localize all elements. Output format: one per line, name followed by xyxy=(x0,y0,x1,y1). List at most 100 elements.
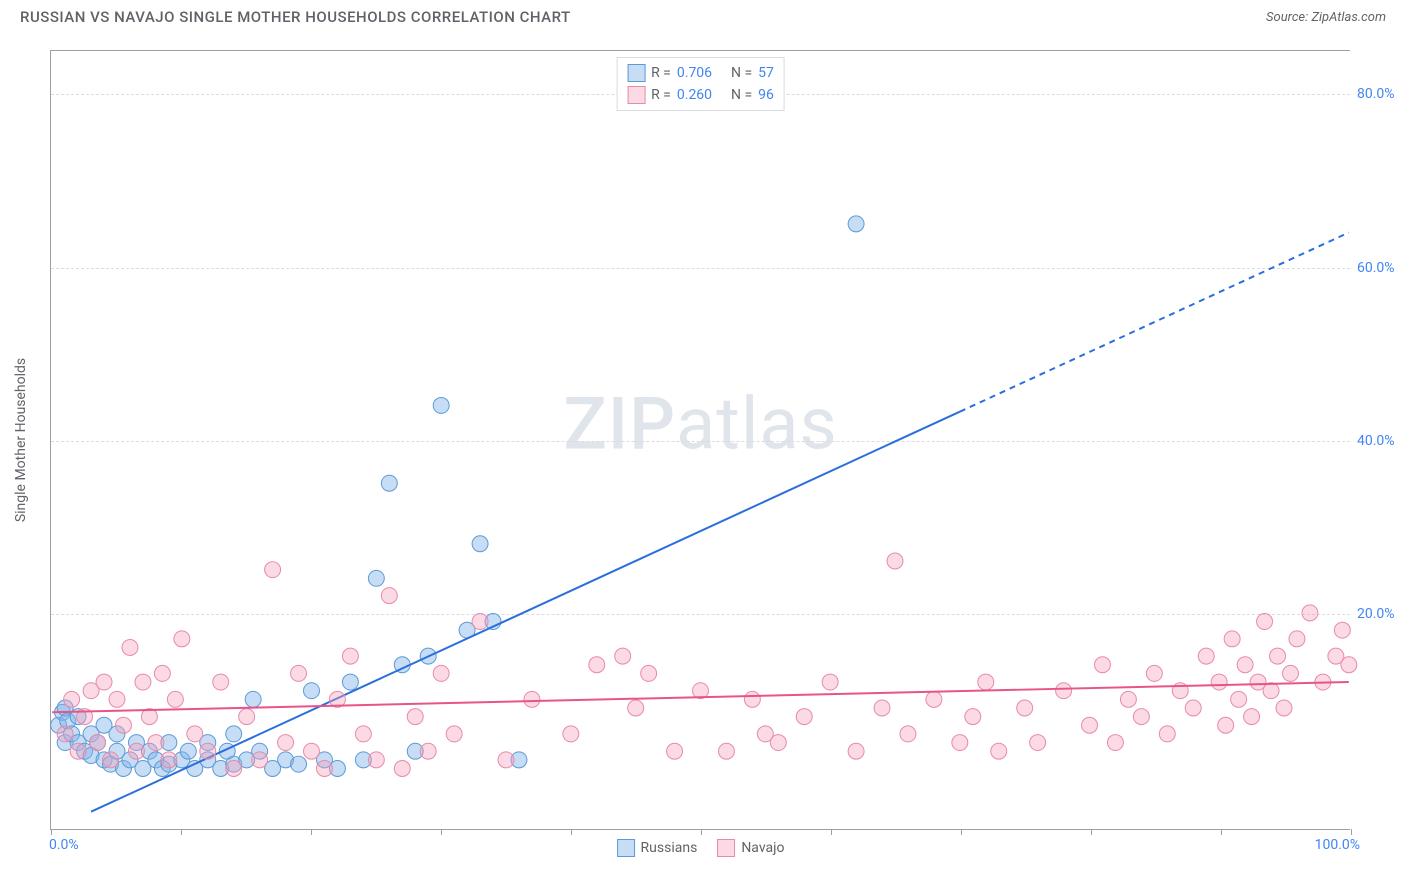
data-point xyxy=(420,743,436,759)
data-point xyxy=(304,743,320,759)
source-prefix: Source: xyxy=(1266,10,1311,25)
x-tick xyxy=(51,829,52,835)
data-point xyxy=(245,691,261,707)
data-point xyxy=(239,709,255,725)
x-tick xyxy=(311,829,312,835)
y-tick-label: 60.0% xyxy=(1357,260,1406,276)
data-point xyxy=(291,665,307,681)
data-point xyxy=(381,588,397,604)
data-point xyxy=(952,735,968,751)
source-name: ZipAtlas.com xyxy=(1311,10,1386,25)
data-point xyxy=(433,397,449,413)
data-point xyxy=(1289,631,1305,647)
data-point xyxy=(978,674,994,690)
data-point xyxy=(874,700,890,716)
data-point xyxy=(628,700,644,716)
x-tick xyxy=(1091,829,1092,835)
n-label-0: N = xyxy=(731,65,752,81)
data-point xyxy=(1224,631,1240,647)
data-point xyxy=(472,536,488,552)
data-point xyxy=(1276,700,1292,716)
x-tick xyxy=(961,829,962,835)
data-point xyxy=(226,761,242,777)
data-point xyxy=(1263,683,1279,699)
data-point xyxy=(174,631,190,647)
n-label-1: N = xyxy=(731,87,752,103)
data-point xyxy=(180,743,196,759)
data-point xyxy=(472,614,488,630)
y-axis-label: Single Mother Households xyxy=(13,358,29,522)
data-point xyxy=(563,726,579,742)
data-point xyxy=(1341,657,1357,673)
data-point xyxy=(887,553,903,569)
trend-line xyxy=(91,412,960,812)
r-value-russians: 0.706 xyxy=(677,65,712,81)
data-point xyxy=(342,674,358,690)
scatter-plot-svg xyxy=(51,51,1350,829)
data-point xyxy=(615,648,631,664)
chart-header: RUSSIAN VS NAVAJO SINGLE MOTHER HOUSEHOL… xyxy=(0,0,1406,30)
r-label-0: R = xyxy=(651,65,671,81)
x-tick xyxy=(1221,829,1222,835)
data-point xyxy=(1082,717,1098,733)
data-point xyxy=(433,665,449,681)
data-point xyxy=(381,475,397,491)
data-point xyxy=(128,743,144,759)
data-point xyxy=(135,674,151,690)
data-point xyxy=(226,726,242,742)
data-point xyxy=(1107,735,1123,751)
data-point xyxy=(122,639,138,655)
data-point xyxy=(355,726,371,742)
data-point xyxy=(1146,665,1162,681)
data-point xyxy=(900,726,916,742)
data-point xyxy=(926,691,942,707)
x-tick xyxy=(831,829,832,835)
data-point xyxy=(1198,648,1214,664)
data-point xyxy=(1120,691,1136,707)
data-point xyxy=(187,726,203,742)
data-point xyxy=(1056,683,1072,699)
legend-swatch-russians xyxy=(617,839,635,857)
chart-source: Source: ZipAtlas.com xyxy=(1266,10,1386,25)
data-point xyxy=(848,743,864,759)
data-point xyxy=(252,752,268,768)
r-label-1: R = xyxy=(651,87,671,103)
data-point xyxy=(167,691,183,707)
data-point xyxy=(1283,665,1299,681)
data-point xyxy=(667,743,683,759)
correlation-stats-legend: R = 0.706 N = 57 R = 0.260 N = 96 xyxy=(616,57,785,111)
legend-item-navajo: Navajo xyxy=(717,839,784,857)
data-point xyxy=(304,683,320,699)
data-point xyxy=(109,691,125,707)
data-point xyxy=(278,735,294,751)
data-point xyxy=(103,752,119,768)
data-point xyxy=(407,709,423,725)
data-point xyxy=(200,743,216,759)
x-tick xyxy=(181,829,182,835)
data-point xyxy=(342,648,358,664)
swatch-russians xyxy=(627,64,645,82)
data-point xyxy=(394,761,410,777)
data-point xyxy=(368,752,384,768)
data-point xyxy=(446,726,462,742)
series-legend: Russians Navajo xyxy=(617,839,785,857)
data-point xyxy=(116,717,132,733)
n-value-navajo: 96 xyxy=(758,87,774,103)
n-value-russians: 57 xyxy=(758,65,774,81)
data-point xyxy=(148,735,164,751)
chart-title: RUSSIAN VS NAVAJO SINGLE MOTHER HOUSEHOL… xyxy=(20,8,571,26)
swatch-navajo xyxy=(627,86,645,104)
data-point xyxy=(64,691,80,707)
data-point xyxy=(1334,622,1350,638)
legend-swatch-navajo xyxy=(717,839,735,857)
data-point xyxy=(1231,691,1247,707)
data-point xyxy=(57,726,73,742)
data-point xyxy=(991,743,1007,759)
x-tick xyxy=(701,829,702,835)
data-point xyxy=(1302,605,1318,621)
data-point xyxy=(154,665,170,681)
legend-item-russians: Russians xyxy=(617,839,698,857)
data-point xyxy=(1270,648,1286,664)
data-point xyxy=(265,562,281,578)
data-point xyxy=(822,674,838,690)
